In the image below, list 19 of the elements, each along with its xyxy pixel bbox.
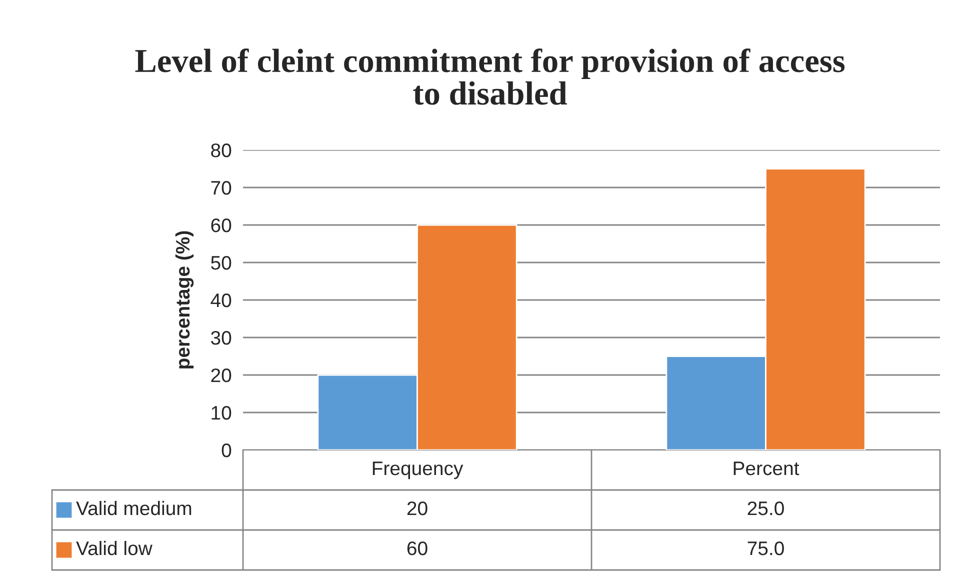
y-tick-label: 80: [211, 143, 232, 158]
x-tick-label: Frequency: [372, 462, 464, 480]
y-axis-title: percentage (%): [175, 231, 194, 368]
data-label: 25.0: [748, 501, 784, 516]
y-tick-label: 30: [211, 330, 232, 345]
x-tick-label: Percent: [734, 462, 800, 476]
data-label: 75.0: [748, 541, 784, 556]
legend-label: Valid low: [76, 540, 152, 556]
y-tick-label: 50: [211, 256, 232, 270]
y-tick-label: 60: [211, 218, 232, 232]
chart-title: Level of cleint commitment for provision of access to disabled: [135, 48, 845, 105]
y-tick-label: 0: [222, 443, 232, 458]
y-tick-label: 70: [211, 180, 232, 195]
y-tick-label: 40: [210, 293, 232, 308]
y-tick-label: 10: [212, 406, 232, 420]
y-tick-label: 20: [211, 368, 232, 382]
data-label: 20: [407, 501, 428, 516]
legend-label: Valid medium: [76, 500, 192, 516]
data-label: 60: [407, 541, 428, 556]
